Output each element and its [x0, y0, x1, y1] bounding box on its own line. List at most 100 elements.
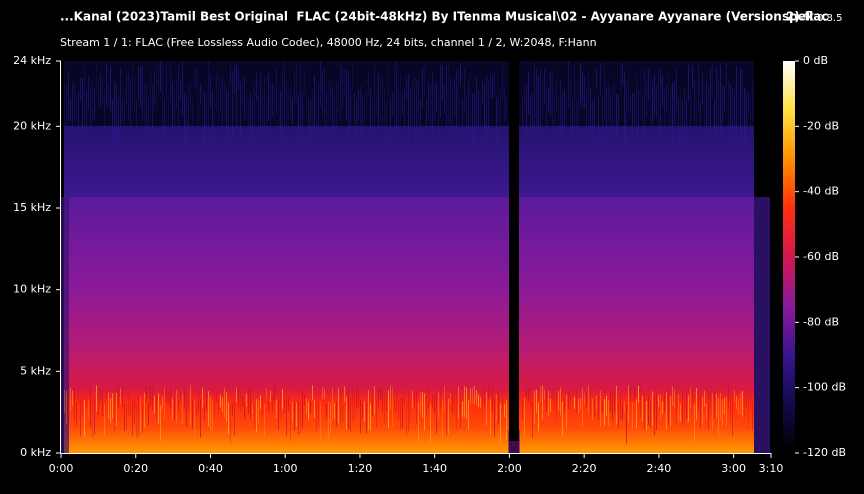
streak [362, 402, 363, 421]
streak [688, 395, 689, 422]
streak [308, 97, 309, 161]
streak [290, 90, 291, 118]
streak [240, 81, 241, 135]
streak [584, 393, 585, 406]
streak [398, 399, 399, 419]
streak [634, 93, 635, 124]
streak [428, 81, 429, 119]
streak [306, 398, 307, 415]
streak [694, 79, 695, 122]
streak [80, 77, 81, 101]
streak [194, 399, 195, 436]
streak [234, 401, 235, 436]
streak [474, 93, 475, 142]
streak [546, 391, 547, 412]
streak [684, 394, 685, 424]
streak [502, 388, 503, 412]
streak [172, 81, 173, 130]
streak [630, 387, 631, 401]
streak [132, 62, 133, 106]
streak [698, 396, 699, 411]
streak [312, 91, 313, 126]
streak [182, 61, 183, 115]
streak [148, 97, 149, 164]
streak [400, 72, 401, 123]
streak [152, 85, 153, 155]
streak [360, 399, 361, 434]
streak [446, 397, 447, 435]
streak [634, 386, 635, 401]
streak [568, 391, 569, 410]
streak [166, 65, 167, 101]
streak [316, 99, 317, 175]
streak [194, 66, 195, 92]
streak [192, 98, 193, 134]
streak [232, 403, 233, 417]
streak [242, 76, 243, 108]
x-tick-label: 1:20 [348, 462, 373, 475]
streak [556, 390, 557, 422]
streak [456, 391, 457, 430]
streak [168, 98, 169, 151]
streak [314, 75, 315, 137]
streak [332, 387, 333, 421]
streak [212, 91, 213, 160]
streak [700, 394, 701, 428]
streak [146, 386, 147, 401]
streak [170, 65, 171, 106]
streak [70, 98, 71, 122]
streak [352, 386, 353, 423]
streak [670, 396, 671, 427]
streak [572, 98, 573, 149]
streak [336, 401, 337, 427]
streak [646, 78, 647, 117]
streak [526, 386, 527, 397]
streak [260, 72, 261, 144]
streak [608, 400, 609, 426]
y-tick-label: 10 kHz [13, 283, 51, 296]
streak [674, 388, 675, 409]
streak [72, 83, 73, 129]
streak [524, 397, 525, 438]
streak [94, 398, 95, 435]
streak [184, 92, 185, 171]
streak [216, 388, 217, 403]
streak [492, 76, 493, 98]
streak [686, 98, 687, 162]
streak [350, 398, 351, 432]
streak [368, 390, 369, 430]
streak [226, 392, 227, 422]
streak [736, 65, 737, 139]
y-tick-label: 5 kHz [20, 364, 51, 377]
streak [396, 61, 397, 136]
streak [270, 82, 271, 140]
streak [206, 392, 207, 411]
streak [224, 387, 225, 417]
streak [286, 397, 287, 437]
streak [74, 388, 75, 422]
streak [424, 393, 425, 431]
streak [590, 385, 591, 419]
streak [76, 402, 77, 427]
streak [390, 385, 391, 410]
streak [156, 394, 157, 419]
streak [458, 71, 459, 135]
streak [124, 90, 125, 125]
streak [346, 396, 347, 430]
streak [394, 68, 395, 139]
streak [550, 72, 551, 116]
streak [154, 396, 155, 413]
streak [204, 402, 205, 420]
streak [268, 400, 269, 413]
streak [712, 61, 713, 98]
streak [654, 395, 655, 436]
streak [244, 402, 245, 419]
streak [202, 89, 203, 150]
streak [596, 395, 597, 410]
streak [580, 63, 581, 107]
streak [478, 90, 479, 131]
streak [668, 74, 669, 132]
streak [586, 392, 587, 408]
streak [610, 94, 611, 149]
streak [338, 388, 339, 424]
